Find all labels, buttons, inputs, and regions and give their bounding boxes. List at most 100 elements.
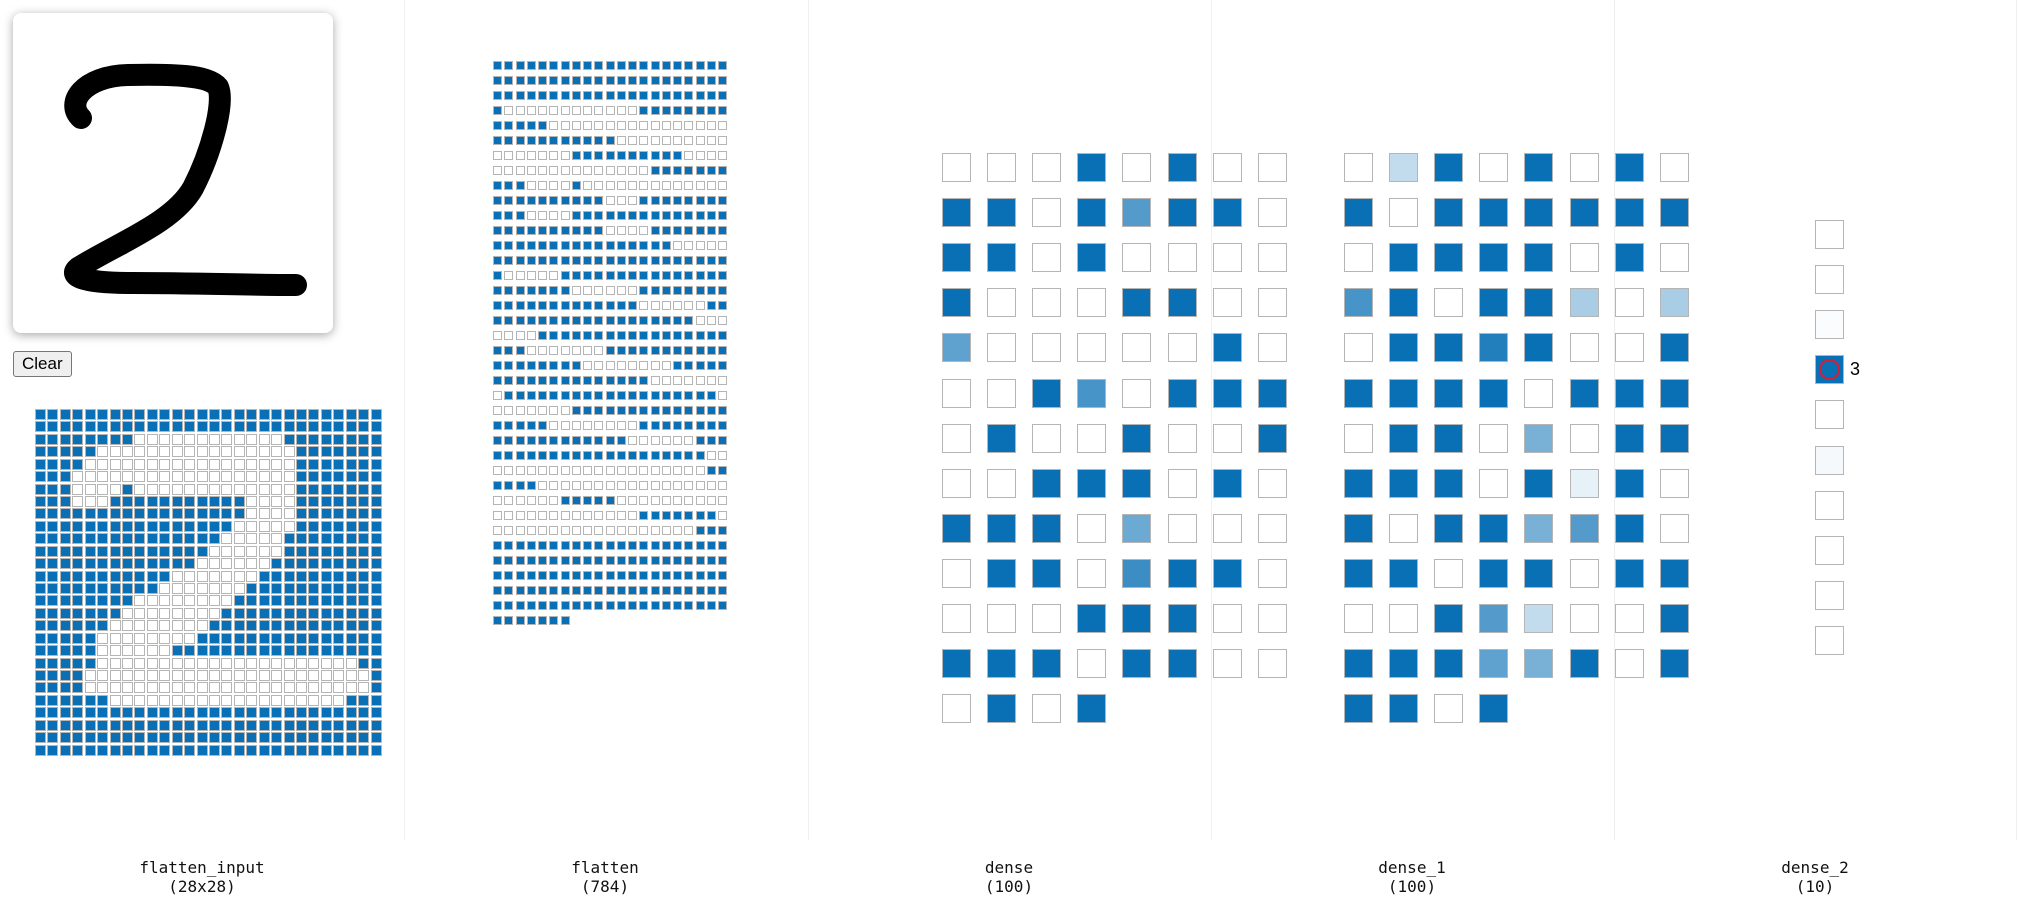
flatten-neuron-cell [493, 466, 502, 475]
input-pixel-cell [370, 670, 382, 682]
input-pixel-cell [72, 570, 84, 582]
flatten-neuron-cell [673, 436, 682, 445]
input-pixel-cell [358, 583, 370, 595]
input-pixel-cell [221, 595, 233, 607]
output-neuron-cell [1815, 265, 1844, 295]
flatten-neuron-cell [639, 256, 649, 265]
input-pixel-cell [233, 707, 245, 719]
input-pixel-cell [109, 732, 121, 744]
input-pixel-cell [333, 421, 345, 433]
output-neuron-cell [1815, 580, 1844, 610]
flatten-neuron-cell [639, 136, 649, 145]
layer-divider [2016, 0, 2017, 840]
input-pixel-cell [84, 694, 96, 706]
dense-neuron-cell [1032, 604, 1062, 633]
dense-neuron-cell [1032, 153, 1062, 182]
flatten-neuron-cell [605, 181, 615, 190]
input-pixel-cell [84, 558, 96, 570]
flatten-neuron-cell [673, 421, 682, 430]
flatten-neuron-cell [650, 406, 660, 415]
flatten-neuron-cell [673, 481, 682, 490]
flatten-neuron-cell [549, 496, 559, 505]
input-pixel-cell [370, 620, 382, 632]
flatten-neuron-cell [571, 571, 581, 580]
flatten-neuron-cell [684, 271, 694, 280]
flatten-neuron-cell [628, 181, 637, 190]
input-pixel-cell [122, 483, 133, 495]
input-pixel-cell [233, 744, 245, 756]
input-pixel-cell [159, 632, 171, 644]
flatten-neuron-cell [661, 181, 671, 190]
input-pixel-cell [296, 632, 308, 644]
flatten-neuron-cell [639, 61, 649, 70]
input-pixel-cell [59, 732, 71, 744]
flatten-neuron-cell [718, 136, 727, 145]
input-pixel-cell [47, 508, 59, 520]
input-pixel-cell [122, 533, 133, 545]
input-pixel-cell [283, 496, 295, 507]
flatten-neuron-cell [639, 361, 649, 370]
dense-neuron-cell [1077, 513, 1107, 543]
flatten-neuron-cell [493, 211, 502, 220]
dense-1-neuron-cell [1434, 153, 1464, 182]
flatten-neuron-cell [605, 91, 615, 100]
input-pixel-cell [258, 657, 270, 669]
input-pixel-cell [320, 483, 332, 495]
input-pixel-cell [72, 744, 84, 756]
handwritten-digit-drawing [63, 63, 307, 296]
input-pixel-cell [47, 707, 59, 719]
input-pixel-cell [35, 595, 46, 607]
flatten-neuron-cell [583, 196, 592, 205]
layer-name: flatten [571, 858, 639, 877]
flatten-neuron-cell [538, 151, 547, 160]
clear-button[interactable]: Clear [13, 351, 72, 377]
dense-neuron-cell [1077, 198, 1107, 228]
input-pixel-cell [59, 694, 71, 706]
input-pixel-cell [35, 558, 46, 570]
input-pixel-cell [84, 707, 96, 719]
flatten-neuron-cell [673, 466, 682, 475]
input-pixel-cell [258, 458, 270, 470]
input-pixel-cell [258, 670, 270, 682]
output-neuron-cell [1815, 400, 1844, 430]
dense-1-neuron-cell [1344, 513, 1373, 543]
input-pixel-cell [358, 545, 370, 557]
input-pixel-cell [72, 471, 84, 483]
input-pixel-cell [246, 670, 258, 682]
flatten-neuron-cell [706, 391, 716, 400]
flatten-neuron-cell [639, 286, 649, 295]
flatten-neuron-cell [695, 571, 705, 580]
flatten-neuron-cell [504, 301, 514, 310]
input-pixel-cell [283, 645, 295, 657]
input-pixel-cell [246, 496, 258, 507]
flatten-neuron-cell [661, 151, 671, 160]
input-pixel-cell [233, 682, 245, 694]
input-pixel-cell [109, 744, 121, 756]
flatten-neuron-cell [661, 451, 671, 460]
flatten-neuron-cell [616, 196, 626, 205]
flatten-neuron-cell [616, 301, 626, 310]
input-pixel-cell [271, 607, 283, 619]
input-pixel-cell [47, 545, 59, 557]
flatten-neuron-cell [650, 601, 660, 610]
input-pixel-cell [134, 570, 146, 582]
flatten-neuron-cell [594, 91, 604, 100]
flatten-neuron-cell [594, 121, 604, 130]
input-pixel-cell [221, 508, 233, 520]
input-pixel-cell [258, 620, 270, 632]
flatten-neuron-cell [526, 496, 536, 505]
flatten-neuron-cell [549, 481, 559, 490]
dense-neuron-cell [1167, 333, 1197, 363]
dense-1-neuron-cell [1479, 558, 1509, 588]
dense-1-neuron-cell [1569, 649, 1599, 679]
input-pixel-cell [122, 558, 133, 570]
input-pixel-cell [196, 694, 208, 706]
flatten-neuron-cell [718, 76, 727, 85]
drawing-canvas[interactable] [13, 13, 333, 333]
input-pixel-cell [296, 719, 308, 731]
input-pixel-cell [370, 520, 382, 532]
layer-label-dense: dense (100) [859, 858, 1159, 896]
flatten-neuron-cell [560, 601, 570, 610]
flatten-neuron-cell [718, 301, 727, 310]
input-pixel-cell [320, 421, 332, 433]
